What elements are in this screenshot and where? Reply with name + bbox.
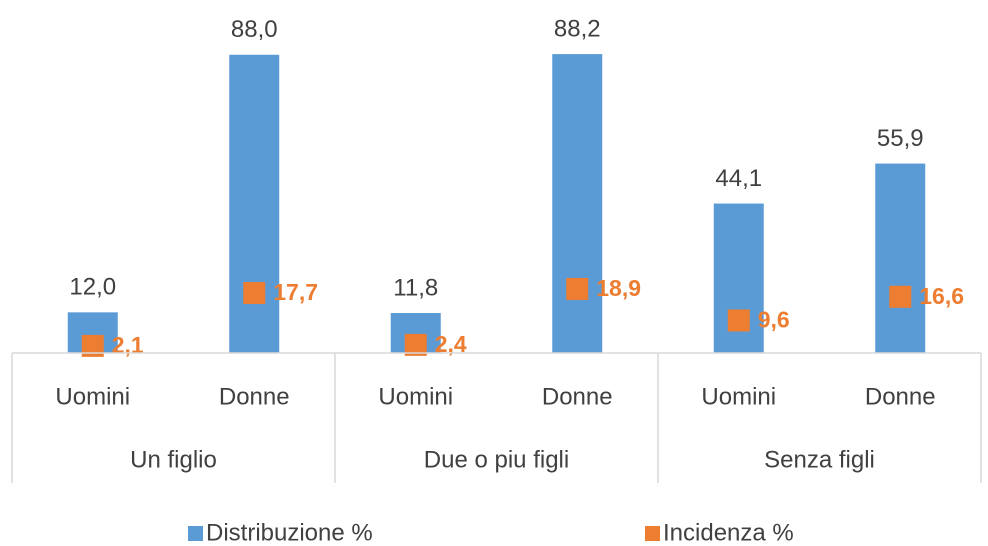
x-tick-label: Donne [219,383,290,410]
legend-label: Incidenza % [663,519,794,546]
data-label: 17,7 [273,279,318,305]
marker [727,309,750,332]
marker [889,285,912,308]
marker [81,334,104,357]
data-label: 18,9 [596,275,641,301]
bar [229,54,280,354]
marker [243,282,266,305]
data-label: 2,1 [112,332,144,358]
group-label: Un figlio [130,446,217,473]
group-label: Senza figli [764,446,875,473]
data-label: 12,0 [69,274,116,301]
data-label: 16,6 [919,283,964,309]
data-label: 11,8 [393,274,438,301]
data-label: 9,6 [758,307,790,333]
x-tick-label: Uomini [55,383,130,410]
x-tick-label: Uomini [378,383,453,410]
bar [875,163,926,353]
marker [404,333,427,356]
x-tick-label: Uomini [701,383,776,410]
x-tick-label: Donne [865,383,936,410]
group-label: Due o piu figli [424,446,569,473]
data-label: 55,9 [877,125,924,152]
data-label: 44,1 [715,165,762,192]
data-label: 88,2 [554,15,601,42]
bar [552,54,603,353]
legend-label: Distribuzione % [206,519,373,546]
data-label: 88,0 [231,16,278,43]
x-tick-label: Donne [542,383,613,410]
marker [566,277,589,300]
legend-swatch [188,526,203,541]
legend-swatch [645,526,660,541]
